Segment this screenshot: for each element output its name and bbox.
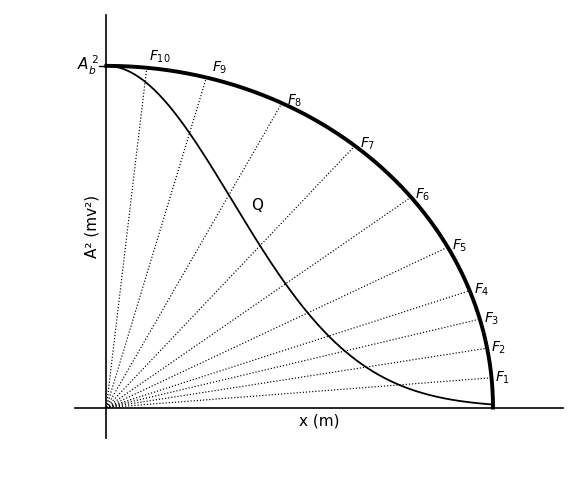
Text: $F_{7}$: $F_{7}$ [360,135,375,152]
X-axis label: x (m): x (m) [299,413,339,428]
Text: $F_{8}$: $F_{8}$ [287,92,302,109]
Text: $F_{5}$: $F_{5}$ [452,237,467,254]
Text: $F_{4}$: $F_{4}$ [473,281,489,298]
Text: Q: Q [251,198,263,213]
Y-axis label: A² (mv²): A² (mv²) [84,195,99,258]
Text: $A_b^{\,2}$: $A_b^{\,2}$ [77,54,99,77]
Text: $F_{10}$: $F_{10}$ [148,49,171,65]
Text: $F_{9}$: $F_{9}$ [212,59,228,76]
Text: $F_{3}$: $F_{3}$ [484,311,499,327]
Text: $F_{1}$: $F_{1}$ [495,369,510,386]
Text: $F_{2}$: $F_{2}$ [491,339,506,356]
Text: $F_{6}$: $F_{6}$ [415,186,430,203]
